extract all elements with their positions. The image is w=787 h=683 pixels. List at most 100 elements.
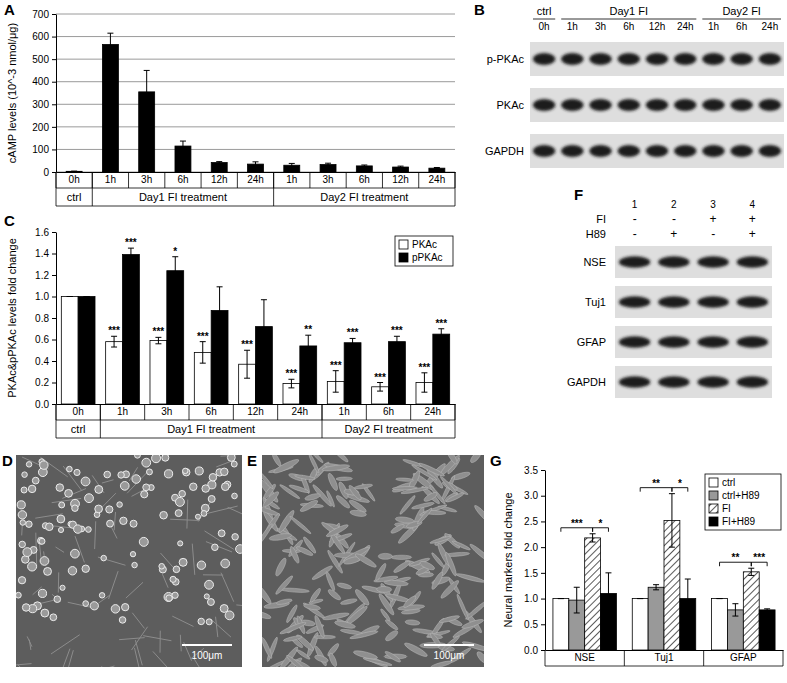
cell-body xyxy=(38,537,45,544)
bar xyxy=(167,271,184,404)
blot-strip xyxy=(530,134,784,168)
cell-body xyxy=(269,532,292,541)
y-tick-mark xyxy=(52,149,56,150)
x-tick-label: 3h xyxy=(161,406,172,417)
y-tick-label: 1.2 xyxy=(35,270,49,281)
bar xyxy=(585,538,601,650)
blot-band xyxy=(737,296,768,308)
x-tick: 3h xyxy=(161,404,172,417)
table-line xyxy=(455,404,456,438)
grid-line xyxy=(56,36,455,37)
table-line xyxy=(455,172,456,206)
cell-body xyxy=(274,557,288,577)
cell-process xyxy=(180,635,182,652)
cell-body xyxy=(119,617,126,624)
cell-body xyxy=(101,555,107,561)
error-bar xyxy=(107,33,113,56)
x-tick: 0h xyxy=(73,404,84,417)
cell-body xyxy=(429,535,451,544)
panel-label: D xyxy=(2,452,13,469)
cell-body xyxy=(314,645,328,667)
group-label: Day1 FI xyxy=(610,5,649,17)
cell-body xyxy=(403,641,428,659)
x-tick-label: 6h xyxy=(206,406,217,417)
cell-body xyxy=(132,475,141,484)
lane-label: 4 xyxy=(750,199,756,210)
y-tick: 500 xyxy=(32,54,56,65)
cell-body xyxy=(170,576,176,582)
cell-body xyxy=(475,650,484,665)
significance-label: *** xyxy=(391,325,403,336)
cell-body xyxy=(334,620,356,630)
x-tick-label: 6h xyxy=(359,174,370,185)
cell-body xyxy=(195,514,200,519)
cell-body xyxy=(38,589,46,597)
y-tick-mark xyxy=(541,547,545,548)
y-tick: 1.0 xyxy=(524,593,545,604)
y-tick-mark xyxy=(52,318,56,319)
blot-band xyxy=(658,296,689,308)
row-label: GAPDH xyxy=(485,145,524,157)
error-bar xyxy=(394,336,400,347)
cell-body xyxy=(398,604,425,611)
cell-body xyxy=(139,537,148,546)
error-bar xyxy=(558,598,564,599)
y-tick-mark xyxy=(541,496,545,497)
cell-body xyxy=(405,619,420,625)
bar xyxy=(78,297,95,405)
cell-body xyxy=(277,509,296,534)
y-tick: 3.0 xyxy=(524,490,545,501)
blot-band xyxy=(589,99,612,111)
cell-body xyxy=(162,455,169,461)
y-axis: 0.00.20.40.60.81.01.21.41.6 xyxy=(35,227,56,410)
cell-body xyxy=(183,468,188,473)
cell-process xyxy=(58,572,59,592)
cell-body xyxy=(340,598,357,606)
error-bar xyxy=(289,163,295,167)
cell-body xyxy=(212,544,219,551)
cell-body xyxy=(262,523,274,547)
blot-band xyxy=(646,53,669,65)
x-tick-label: GFAP xyxy=(730,652,757,663)
blot-band xyxy=(697,336,728,348)
table-line xyxy=(56,404,57,438)
y-tick: 2.5 xyxy=(524,516,545,527)
blot-band xyxy=(697,256,728,268)
cell-body xyxy=(262,637,273,660)
plot-area xyxy=(66,33,445,172)
error-bars xyxy=(590,494,755,576)
cell-body xyxy=(302,536,317,555)
cell-process xyxy=(160,631,161,653)
error-bars xyxy=(558,598,723,599)
cell-body xyxy=(179,490,186,497)
error-bar xyxy=(434,167,440,168)
cell-body xyxy=(201,511,207,517)
cell-body xyxy=(272,457,300,475)
significance-label: *** xyxy=(108,325,120,336)
cell-body xyxy=(104,471,111,478)
bar xyxy=(759,610,775,650)
table-line xyxy=(100,404,101,438)
table-line xyxy=(164,172,165,188)
cell-body xyxy=(314,635,335,638)
blot-band xyxy=(730,53,753,65)
cell-body xyxy=(271,455,283,467)
comparisons: ************ xyxy=(561,478,767,567)
cell-body xyxy=(208,495,215,502)
group-label: Day1 FI treatment xyxy=(139,191,227,203)
cell-body xyxy=(183,469,190,476)
error-bar xyxy=(764,609,770,611)
panel-label: B xyxy=(474,1,485,18)
cell-body xyxy=(439,579,460,600)
cell-body xyxy=(202,485,210,493)
cell-body xyxy=(393,559,412,574)
panel-label: G xyxy=(490,452,502,469)
error-bar xyxy=(172,257,178,285)
significance-label: *** xyxy=(374,372,386,383)
error-bar xyxy=(244,350,250,378)
cell-process xyxy=(143,636,171,641)
cell-body xyxy=(107,520,114,527)
y-tick-label: 0.8 xyxy=(35,313,49,324)
error-bar xyxy=(732,604,738,616)
lane-label: 6h xyxy=(623,21,634,32)
